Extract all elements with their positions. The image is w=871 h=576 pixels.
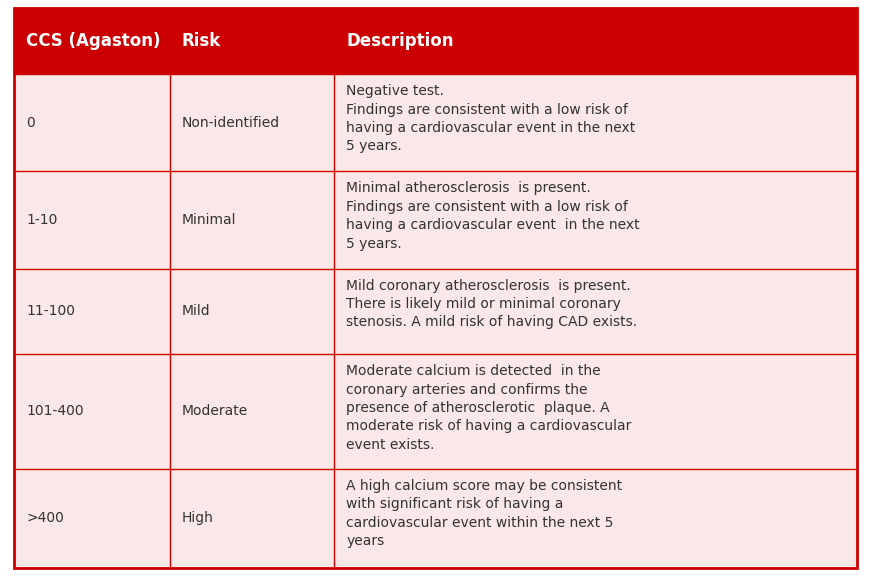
Text: 0: 0	[26, 116, 35, 130]
Text: A high calcium score may be consistent
with significant risk of having a
cardiov: A high calcium score may be consistent w…	[347, 479, 623, 548]
Bar	[14, 171, 857, 268]
Bar	[14, 8, 857, 74]
Text: >400: >400	[26, 511, 64, 525]
Bar	[14, 354, 857, 469]
Text: Minimal atherosclerosis  is present.
Findings are consistent with a low risk of
: Minimal atherosclerosis is present. Find…	[347, 181, 640, 251]
Text: Negative test.
Findings are consistent with a low risk of
having a cardiovascula: Negative test. Findings are consistent w…	[347, 84, 636, 153]
Text: High: High	[182, 511, 213, 525]
Text: Mild coronary atherosclerosis  is present.
There is likely mild or minimal coron: Mild coronary atherosclerosis is present…	[347, 279, 638, 329]
Bar	[14, 268, 857, 354]
Text: Description: Description	[347, 32, 454, 50]
Bar	[14, 469, 857, 568]
Text: 1-10: 1-10	[26, 213, 57, 227]
Text: Moderate calcium is detected  in the
coronary arteries and confirms the
presence: Moderate calcium is detected in the coro…	[347, 364, 631, 452]
Text: Moderate: Moderate	[182, 404, 248, 419]
Text: Non-identified: Non-identified	[182, 116, 280, 130]
Text: 101-400: 101-400	[26, 404, 84, 419]
Text: CCS (Agaston): CCS (Agaston)	[26, 32, 160, 50]
Text: Mild: Mild	[182, 304, 211, 319]
Text: Risk: Risk	[182, 32, 221, 50]
Bar	[14, 74, 857, 171]
Text: 11-100: 11-100	[26, 304, 75, 319]
Text: Minimal: Minimal	[182, 213, 236, 227]
